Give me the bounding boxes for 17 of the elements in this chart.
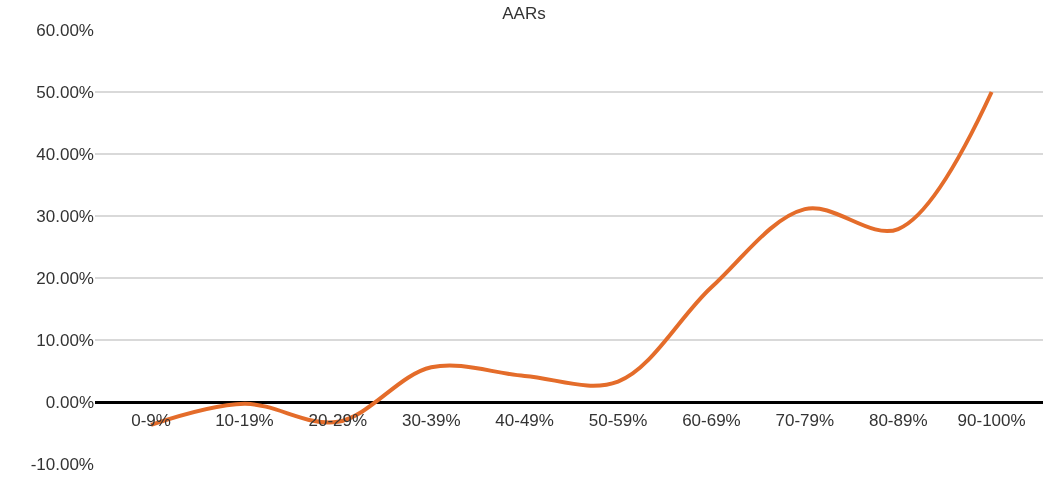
x-tick-label: 10-19% bbox=[215, 411, 274, 430]
y-tick-label: -10.00% bbox=[30, 454, 94, 474]
y-tick-label: 10.00% bbox=[36, 330, 94, 350]
y-tick-label: 20.00% bbox=[36, 268, 94, 288]
x-tick-label: 70-79% bbox=[775, 411, 835, 430]
y-tick-label: 40.00% bbox=[36, 144, 94, 164]
x-tick-label: 30-39% bbox=[401, 411, 461, 430]
chart-title: AARs bbox=[502, 4, 546, 24]
x-tick-label: 80-89% bbox=[868, 411, 928, 430]
y-tick-label: 50.00% bbox=[36, 82, 94, 102]
y-tick-label: 0.00% bbox=[45, 392, 94, 412]
x-tick-label: 90-100% bbox=[957, 411, 1026, 430]
y-tick-label: 60.00% bbox=[36, 20, 94, 40]
x-tick-label: 40-49% bbox=[495, 411, 554, 430]
y-tick-label: 30.00% bbox=[36, 206, 94, 226]
x-tick-label: 60-69% bbox=[682, 411, 741, 430]
x-tick-label: 50-59% bbox=[588, 411, 648, 430]
